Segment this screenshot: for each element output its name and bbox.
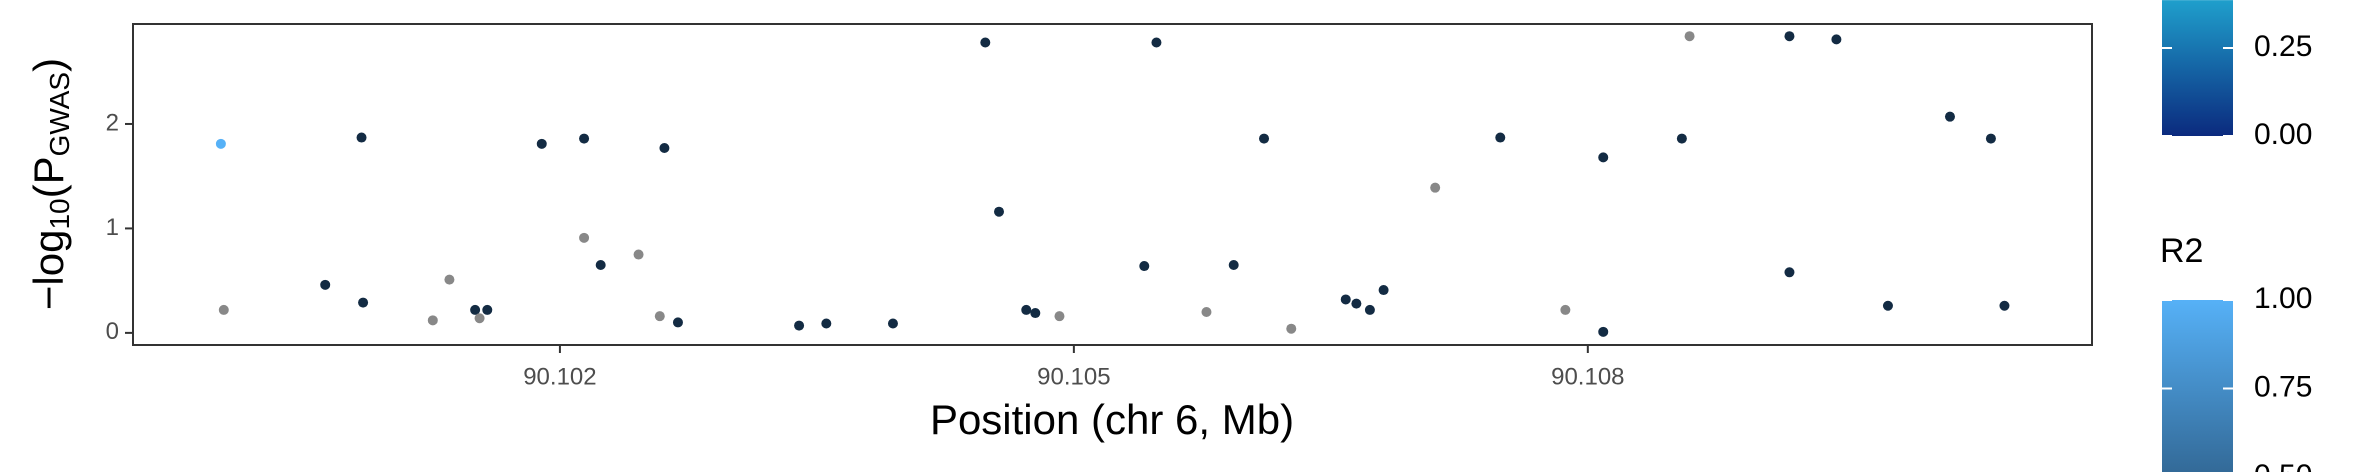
point [1430, 182, 1441, 193]
point [427, 315, 438, 326]
point [1684, 31, 1695, 42]
point [659, 142, 670, 153]
x-tick-label: 90.108 [1551, 363, 1624, 390]
point [218, 304, 229, 315]
point [994, 206, 1005, 217]
point [821, 318, 832, 329]
point [980, 37, 991, 48]
colorbar-label: 0.25 [2254, 30, 2312, 63]
y-tick-label: 0 [106, 318, 119, 345]
colorbar [2162, 0, 2233, 136]
point [1201, 306, 1212, 317]
point [470, 304, 481, 315]
y-axis-title: −log10(PGWAS) [25, 58, 75, 310]
point [1054, 311, 1065, 322]
y-title-subscript: 10 [44, 198, 75, 229]
point [1882, 300, 1893, 311]
point [1598, 152, 1609, 163]
colorbar-label: 0.00 [2254, 118, 2312, 151]
point [579, 232, 590, 243]
point [536, 138, 547, 149]
point [1364, 304, 1375, 315]
point [1139, 261, 1150, 272]
point [320, 279, 331, 290]
colorbar-label: 0.75 [2254, 370, 2312, 403]
point [1340, 294, 1351, 305]
point [1784, 31, 1795, 42]
plot-panel [132, 23, 2093, 346]
point [1598, 326, 1609, 337]
point [794, 320, 805, 331]
point [1228, 259, 1239, 270]
point [1151, 37, 1162, 48]
y-title-part: ) [25, 58, 72, 72]
y-title-subscript: GWAS [44, 72, 75, 157]
x-tick-label: 90.102 [523, 363, 596, 390]
point [1676, 133, 1687, 144]
point [1351, 298, 1362, 309]
point [579, 133, 590, 144]
point [358, 297, 369, 308]
legend-title: R2 [2160, 232, 2203, 270]
point [1021, 304, 1032, 315]
colorbar-label: 0.50 [2254, 459, 2312, 472]
x-axis-title: Position (chr 6, Mb) [930, 396, 1294, 443]
point [887, 318, 898, 329]
point [356, 132, 367, 143]
point [654, 311, 665, 322]
point [474, 313, 485, 324]
y-title-part: −log [25, 230, 72, 311]
y-tick-label: 2 [106, 109, 119, 136]
point [1831, 34, 1842, 45]
y-tick-label: 1 [106, 214, 119, 241]
point [444, 274, 455, 285]
y-title-part: (P [25, 156, 72, 198]
point [482, 304, 493, 315]
x-tick-label: 90.105 [1037, 363, 1110, 390]
point [1030, 308, 1041, 319]
colorbar-label: 1.00 [2254, 282, 2312, 315]
point [1999, 300, 2010, 311]
point [1495, 132, 1506, 143]
point [672, 317, 683, 328]
point [595, 259, 606, 270]
point [1560, 304, 1571, 315]
point [1259, 133, 1270, 144]
point [1784, 267, 1795, 278]
point [1944, 111, 1955, 122]
point [633, 249, 644, 260]
point [1985, 133, 1996, 144]
colorbar [2162, 300, 2233, 472]
point [215, 138, 226, 149]
point [1378, 285, 1389, 296]
point [1286, 323, 1297, 334]
